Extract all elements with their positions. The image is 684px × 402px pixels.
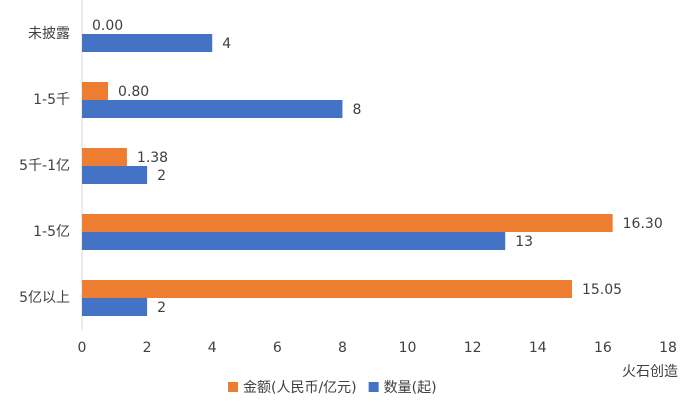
- bar: [82, 214, 613, 232]
- x-tick-label: 4: [208, 340, 217, 356]
- value-label: 1.38: [137, 150, 168, 166]
- x-tick-label: 10: [399, 340, 417, 356]
- value-label: 2: [157, 300, 166, 316]
- watermark: 火石创造: [622, 364, 678, 380]
- y-tick-label: 未披露: [28, 26, 70, 42]
- value-label: 13: [515, 234, 533, 250]
- bar: [82, 82, 109, 100]
- value-label: 4: [222, 36, 231, 52]
- x-tick-label: 18: [659, 340, 677, 356]
- legend-label: 金额(人民币/亿元): [243, 380, 357, 396]
- bar: [82, 148, 127, 166]
- bar: [82, 166, 148, 184]
- bar: [82, 280, 572, 298]
- y-tick-label: 5亿以上: [19, 290, 70, 306]
- value-label: 2: [157, 168, 166, 184]
- y-tick-label: 1-5千: [33, 92, 70, 108]
- x-tick-label: 2: [143, 340, 152, 356]
- x-tick-label: 14: [529, 340, 547, 356]
- x-tick-label: 0: [78, 340, 87, 356]
- y-tick-label: 1-5亿: [33, 224, 70, 240]
- value-label: 16.30: [623, 216, 663, 232]
- value-label: 0.80: [118, 84, 149, 100]
- legend-swatch: [368, 382, 379, 392]
- bar: [82, 232, 506, 250]
- bar: [82, 34, 213, 52]
- x-tick-label: 6: [273, 340, 282, 356]
- bar: [82, 100, 343, 118]
- value-label: 15.05: [582, 282, 622, 298]
- x-tick-label: 8: [338, 340, 347, 356]
- y-tick-label: 5千-1亿: [19, 158, 70, 174]
- legend-swatch: [228, 382, 238, 392]
- x-tick-label: 16: [594, 340, 612, 356]
- x-tick-label: 12: [464, 340, 482, 356]
- value-label: 0.00: [92, 18, 123, 34]
- value-label: 8: [352, 102, 361, 118]
- bar: [82, 298, 148, 316]
- legend-label: 数量(起): [384, 380, 437, 396]
